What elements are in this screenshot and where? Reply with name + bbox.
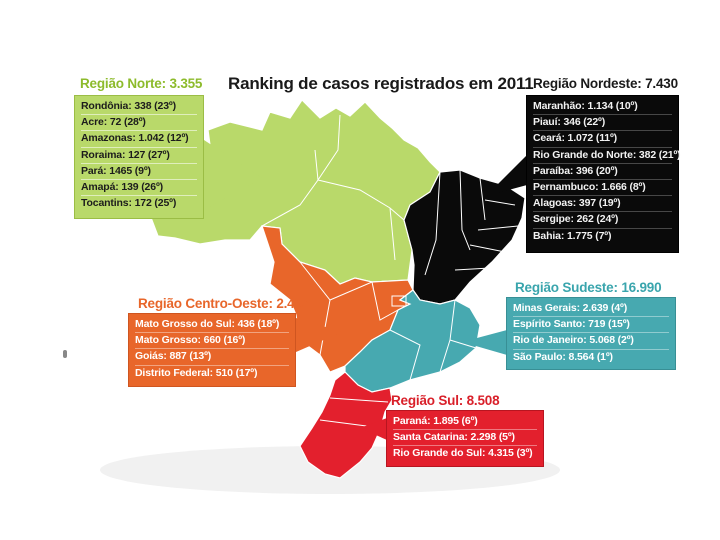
nordeste-state-borders xyxy=(424,169,519,276)
sul-header: Região Sul: 8.508 xyxy=(391,393,500,408)
sul-callout-pointer xyxy=(360,418,387,440)
centro-callout-pointer xyxy=(296,318,342,352)
state-row: Distrito Federal: 510 (17º) xyxy=(135,366,258,379)
state-row: Tocantins: 172 (25º) xyxy=(81,197,177,210)
sudeste-state-borders xyxy=(389,299,477,381)
bullet-marker xyxy=(63,350,67,358)
state-row: Mato Grosso: 660 (16º) xyxy=(135,333,289,350)
sudeste-callout-pointer xyxy=(462,330,507,355)
state-row: Paraná: 1.895 (6º) xyxy=(393,414,537,431)
state-row: Rio Grande do Sul: 4.315 (3º) xyxy=(393,447,533,460)
state-row: Rondônia: 338 (23º) xyxy=(81,99,197,116)
state-row: Santa Catarina: 2.298 (5º) xyxy=(393,430,537,447)
norte-state-borders xyxy=(261,114,405,261)
norte-callout-pointer xyxy=(204,140,262,210)
nordeste-callout-pointer xyxy=(486,155,527,196)
state-row: Piauí: 346 (22º) xyxy=(533,115,672,132)
state-row: Pará: 1465 (9º) xyxy=(81,164,197,181)
state-row: Bahia: 1.775 (7º) xyxy=(533,229,612,242)
state-row: Mato Grosso do Sul: 436 (18º) xyxy=(135,317,289,334)
page-title: Ranking de casos registrados em 2011 xyxy=(228,74,534,93)
region-sul-shape xyxy=(299,371,393,479)
norte-state-list: Rondônia: 338 (23º) Acre: 72 (28º) Amazo… xyxy=(74,95,204,219)
state-row: Minas Gerais: 2.639 (4º) xyxy=(513,301,669,318)
state-row: São Paulo: 8.564 (1º) xyxy=(513,350,613,363)
state-row: Roraima: 127 (27º) xyxy=(81,148,197,164)
state-row: Pernambuco: 1.666 (8º) xyxy=(533,180,672,197)
state-row: Espírito Santo: 719 (15º) xyxy=(513,317,669,334)
nordeste-state-list: Maranhão: 1.134 (10º) Piauí: 346 (22º) C… xyxy=(526,95,681,253)
state-row: Maranhão: 1.134 (10º) xyxy=(533,99,672,116)
nordeste-header: Região Nordeste: 7.430 xyxy=(533,76,678,91)
sul-state-list: Paraná: 1.895 (6º) Santa Catarina: 2.298… xyxy=(386,410,544,467)
norte-header: Região Norte: 3.355 xyxy=(80,76,203,91)
state-row: Alagoas: 397 (19º) xyxy=(533,196,672,213)
state-row: Paraíba: 396 (20º) xyxy=(533,164,672,181)
sudeste-header: Região Sudeste: 16.990 xyxy=(515,280,662,295)
distrito-federal-shape xyxy=(391,295,407,307)
state-row: Goiás: 887 (13º) xyxy=(135,349,289,366)
state-row: Rio de Janeiro: 5.068 (2º) xyxy=(513,333,669,350)
state-row: Amapá: 139 (26º) xyxy=(81,180,197,197)
state-row: Rio Grande do Norte: 382 (21º) xyxy=(533,148,681,164)
centro-oeste-state-list: Mato Grosso do Sul: 436 (18º) Mato Gross… xyxy=(128,313,296,387)
sudeste-state-list: Minas Gerais: 2.639 (4º) Espírito Santo:… xyxy=(506,297,676,370)
state-row: Sergipe: 262 (24º) xyxy=(533,212,672,229)
state-row: Ceará: 1.072 (11º) xyxy=(533,131,672,148)
centro-oeste-header: Região Centro-Oeste: 2.493 xyxy=(138,296,310,311)
state-row: Acre: 72 (28º) xyxy=(81,115,197,132)
state-row: Amazonas: 1.042 (12º) xyxy=(81,131,197,148)
